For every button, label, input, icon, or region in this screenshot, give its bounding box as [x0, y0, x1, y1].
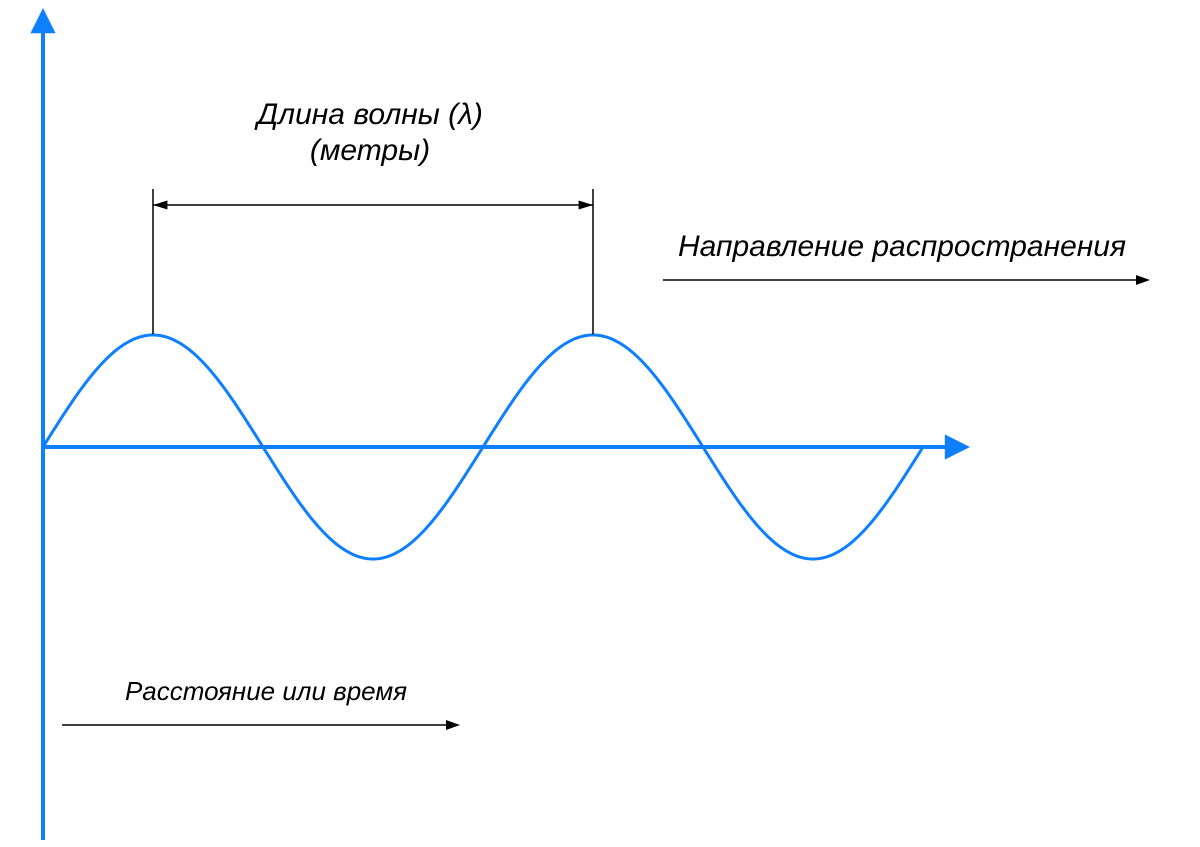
wavelength-label-line1: Длина волны (λ) [254, 98, 483, 131]
direction-label: Направление распространения [678, 230, 1126, 263]
wavelength-dimension: Длина волны (λ)(метры) [153, 98, 593, 334]
distance-label: Расстояние или время [125, 676, 407, 706]
direction-arrow: Направление распространения [663, 230, 1150, 285]
wavelength-label-line2: (метры) [310, 134, 430, 167]
wave-diagram: Длина волны (λ)(метры) Направление распр… [0, 0, 1200, 847]
distance-arrow: Расстояние или время [62, 676, 460, 730]
axes [30, 8, 970, 840]
